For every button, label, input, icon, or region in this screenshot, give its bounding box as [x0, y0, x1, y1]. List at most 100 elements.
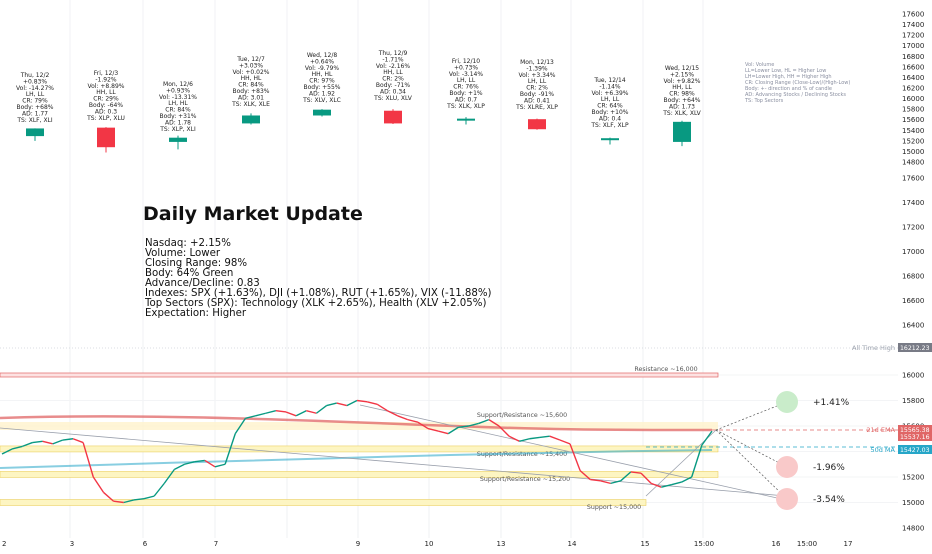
projection-target — [776, 488, 798, 510]
price-segment — [610, 480, 621, 485]
price-segment — [285, 411, 297, 417]
price-segment — [163, 468, 175, 484]
time-axis[interactable]: 2 3 6 7 9 10 13 14 15 15:00 16 15:00 17 — [2, 540, 852, 548]
price-segment — [143, 495, 155, 500]
price-segment — [356, 399, 368, 403]
projection-label: -3.54% — [813, 495, 845, 505]
day-stat-line: HH, HL — [241, 75, 262, 82]
price-segment — [194, 459, 205, 463]
price-segment — [113, 500, 124, 504]
candle-body — [313, 109, 331, 116]
time-tick-label: 2 — [2, 540, 6, 548]
price-segment — [11, 445, 23, 450]
price-tick-label: 16400 — [902, 322, 924, 330]
candle-body — [528, 119, 546, 130]
price-tick-label: 17600 — [902, 175, 924, 183]
price-tick-label: 16400 — [902, 74, 924, 82]
price-segment — [600, 480, 611, 485]
projection-path — [715, 429, 788, 468]
day-stat-line: +3.03% — [239, 62, 263, 69]
price-segment — [519, 438, 530, 442]
time-tick-label: 10 — [425, 540, 434, 548]
day-stat-line: Body: +64% — [663, 97, 700, 104]
day-stat-line: +2.15% — [670, 71, 694, 78]
price-segment — [346, 399, 358, 407]
time-tick-label: 14 — [568, 540, 577, 548]
price-segment — [437, 430, 449, 435]
zone-label: Support/Resistance ~15,600 — [477, 412, 567, 419]
day-stat-line: +0.73% — [454, 64, 478, 71]
summary-line: Closing Range: 98% — [145, 258, 247, 269]
day-stat-line: -1.92% — [95, 76, 117, 83]
projections: +1.41% -1.96% -3.54% — [715, 391, 850, 510]
zone-label: Resistance ~16,000 — [634, 366, 697, 373]
projection-path — [715, 429, 788, 500]
price-segment — [508, 435, 520, 442]
price-segment — [62, 438, 74, 441]
price-segment — [174, 463, 185, 470]
day-stat-line: Vol: +3.34% — [519, 72, 556, 79]
ema-21-line — [0, 415, 713, 432]
headline-summary: Nasdaq: +2.15% Volume: Lower Closing Ran… — [144, 238, 492, 319]
candle-body — [97, 127, 115, 148]
day-stat-line: Body: -64% — [89, 102, 123, 109]
day-stat-line: HH, HL — [312, 71, 333, 78]
price-segment — [671, 481, 682, 486]
day-stat-line: Vol: +6.39% — [592, 90, 629, 97]
support-resistance-zone — [0, 471, 719, 478]
time-tick-label: 15:00 — [694, 540, 714, 548]
day-stat-line: Body: +31% — [159, 113, 196, 120]
summary-line: Advance/Decline: 0.83 — [145, 278, 260, 289]
support-zone — [0, 499, 647, 506]
price-tick-label: 16800 — [902, 53, 924, 61]
day-stat-line: Vol: -3.14% — [449, 71, 483, 78]
price-segment — [133, 497, 145, 501]
price-segment — [92, 476, 105, 493]
price-segment — [681, 476, 693, 483]
price-tag — [898, 432, 932, 441]
day-stat-line: Vol: -2.16% — [376, 63, 410, 70]
price-tick-label: 15800 — [902, 397, 924, 405]
day-stat-line: +0.93% — [166, 87, 190, 94]
summary-line: Expectation: Higher — [145, 308, 247, 319]
day-stat-line: Body: +83% — [232, 88, 269, 95]
day-stat-line: AD: 0.41 — [524, 97, 550, 104]
price-segment — [417, 421, 429, 430]
price-segment — [620, 471, 632, 482]
price-tag-value: 15565.38 — [900, 427, 930, 434]
day-stat-line: Thu, 12/2 — [20, 72, 50, 79]
price-tick-label: 15800 — [902, 106, 924, 114]
price-segment — [204, 459, 216, 468]
day-stat-line: Body: +55% — [303, 84, 340, 91]
price-segment — [488, 419, 500, 427]
legend-line: TS: Top Sectors — [744, 98, 784, 104]
day-stat-line: TS: XLF, XLP — [590, 122, 629, 129]
day-stat-line: Mon, 12/6 — [163, 81, 193, 88]
price-tick-label: 17200 — [902, 32, 924, 40]
price-tag-name: 50d MA — [870, 446, 895, 454]
price-tick-label: 14800 — [902, 525, 924, 533]
price-segment — [539, 435, 550, 439]
price-tick-label: 14800 — [902, 159, 924, 167]
day-stat-line: AD: 0.7 — [455, 96, 477, 103]
day-stat-line: CR: 29% — [93, 96, 119, 103]
day-stat-line: AD: 0.3 — [95, 108, 117, 115]
projection-label: -1.96% — [813, 463, 845, 473]
price-series — [1, 399, 713, 504]
day-stat-line: Wed, 12/15 — [665, 65, 699, 72]
day-stat-line: Body: +10% — [591, 109, 628, 116]
price-tag-value: 15427.03 — [900, 447, 930, 454]
day-stat-line: Vol: +0.02% — [233, 69, 270, 76]
day-stat-line: CR: 84% — [165, 107, 191, 114]
price-axis[interactable]: 17600 17400 17200 17000 16800 16600 16400 16200… — [852, 11, 932, 533]
price-tag-name: 21d EMA — [866, 426, 895, 434]
day-stat-line: Thu, 12/9 — [378, 50, 408, 57]
price-segment — [306, 410, 317, 414]
legend-line: CR: Closing Range (Close-Low)/(High-Low) — [745, 80, 850, 86]
price-tick-label: 17400 — [902, 21, 924, 29]
price-segment — [366, 401, 378, 406]
summary-line: Body: 64% Green — [145, 268, 233, 279]
